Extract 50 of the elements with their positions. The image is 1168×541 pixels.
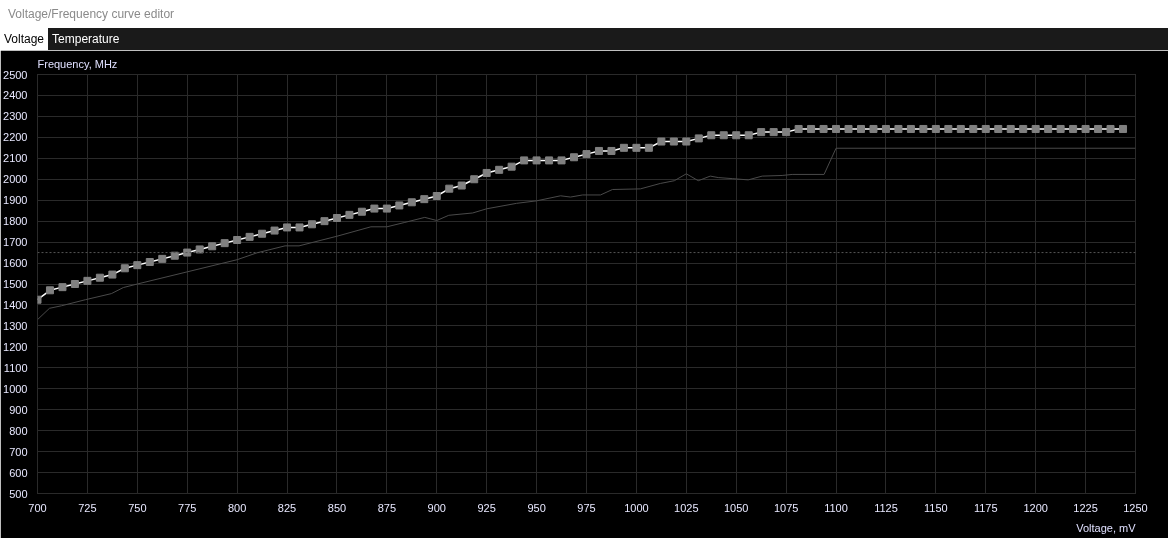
y-tick-label: 2200: [3, 131, 28, 144]
x-tick-label: 750: [128, 501, 147, 514]
y-tick-label: 600: [9, 466, 28, 479]
x-tick-label: 1150: [924, 501, 948, 514]
y-tick-label: 1000: [3, 382, 28, 395]
y-tick-label: 500: [9, 487, 28, 500]
x-tick-label: 775: [178, 501, 197, 514]
x-tick-label: 1050: [723, 501, 749, 514]
y-tick-label: 800: [9, 424, 28, 437]
x-tick-label: 1025: [674, 501, 699, 514]
y-tick-label: 1400: [3, 298, 28, 311]
x-axis-title: Voltage, mV: [1076, 521, 1137, 534]
text: Voltage: [0, 28, 49, 50]
x-tick-label: 1000: [624, 501, 649, 514]
x-tick-label: 1200: [1023, 501, 1048, 514]
y-tick-label: 2400: [3, 89, 28, 102]
y-tick-label: 2000: [3, 173, 28, 186]
y-tick-label: 1700: [3, 236, 28, 249]
x-tick-label: 875: [377, 501, 397, 514]
x-tick-label: 700: [28, 501, 47, 514]
x-tick-label: 1175: [973, 501, 998, 514]
x-tick-label: 850: [327, 501, 347, 514]
x-tick-label: 1225: [1073, 501, 1098, 514]
x-tick-label: 900: [427, 501, 446, 514]
x-tick-label: 825: [277, 501, 297, 514]
y-tick-label: 1900: [3, 194, 28, 207]
x-tick-label: 950: [527, 501, 546, 514]
y-tick-label: 1500: [3, 278, 28, 290]
y-axis-title: Frequency, MHz: [37, 57, 118, 70]
x-tick-label: 1100: [824, 501, 848, 514]
x-tick-label: 725: [78, 501, 97, 514]
x-tick-label: 1075: [773, 501, 799, 514]
x-tick-label: 925: [477, 501, 496, 514]
line-series: [37, 147, 1136, 321]
y-tick-label: 1800: [3, 215, 28, 228]
y-tick-label: 2300: [3, 110, 28, 123]
chart-title: Voltage/Frequency curve editor: [8, 6, 175, 23]
x-tick-label: 1250: [1123, 501, 1148, 514]
y-tick-label: 1600: [3, 257, 28, 270]
text: Temperature: [51, 31, 121, 48]
x-tick-label: 1125: [874, 501, 898, 514]
y-tick-label: 700: [9, 445, 28, 458]
y-tick-label: 1100: [3, 361, 28, 374]
y-tick-label: 2100: [3, 152, 28, 165]
y-tick-label: 2500: [3, 68, 28, 81]
y-tick-label: 1300: [3, 319, 28, 332]
x-tick-label: 975: [577, 501, 596, 514]
y-tick-label: 1200: [3, 340, 28, 353]
y-tick-label: 900: [9, 403, 28, 416]
x-tick-label: 800: [227, 501, 247, 514]
